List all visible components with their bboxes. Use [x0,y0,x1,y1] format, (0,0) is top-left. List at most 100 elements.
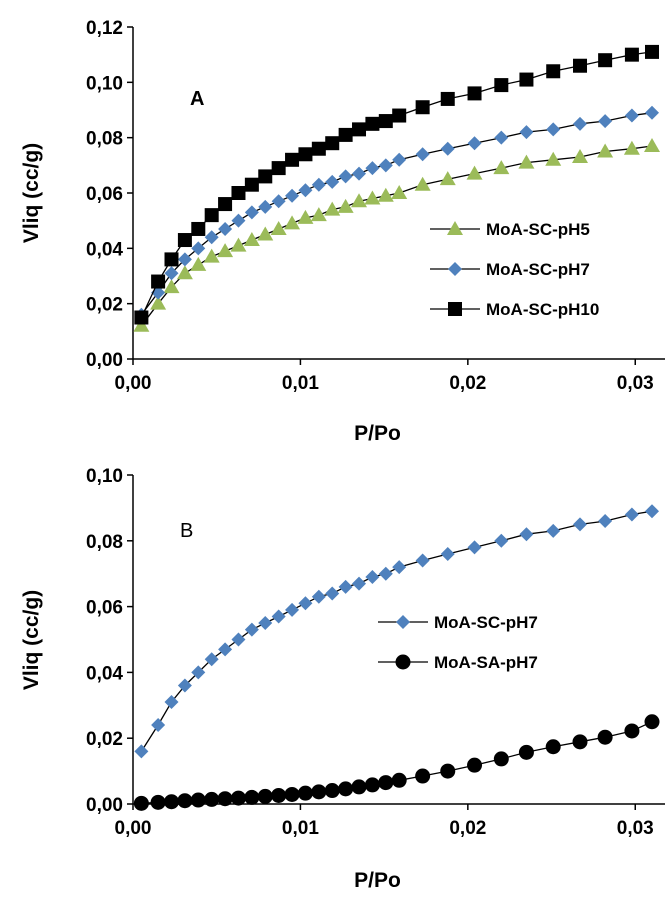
x-tick-label: 0,02 [449,373,486,394]
panel-label: A [190,88,204,110]
data-point-diamond [440,141,455,156]
data-point-triangle [391,185,408,199]
data-point-square [392,108,407,123]
data-point-triangle [176,265,193,280]
legend-entry: MoA-SC-pH10 [430,300,599,319]
x-axis-title: P/Po [354,869,401,892]
data-point-square [378,114,393,129]
x-tick-label: 0,00 [115,373,152,394]
data-point-circle [572,734,588,750]
y-tick-label: 0,04 [86,239,123,260]
data-point-square [598,53,613,68]
data-point-triangle [133,317,150,332]
data-point-diamond [338,579,353,594]
data-point-diamond [440,546,455,561]
data-point-square [440,91,455,106]
data-point-diamond [285,602,300,617]
data-point-square [231,186,246,200]
y-tick-label: 0,06 [86,184,123,205]
x-tick-label: 0,03 [617,373,654,394]
data-point-triangle [545,151,562,166]
data-point-diamond [645,504,659,519]
data-point-diamond [164,266,179,281]
x-tick-label: 0,00 [115,818,152,839]
data-point-circle [624,723,640,739]
series-line [140,510,653,752]
y-tick-label: 0,10 [86,466,123,487]
data-point-square [624,47,639,62]
series-moa-sc-ph5 [133,137,660,332]
data-point-square [191,221,206,236]
data-point-triangle [493,160,510,175]
data-point-triangle [466,165,483,180]
x-axis-title: P/Po [354,422,401,445]
data-point-square [244,177,259,192]
data-point-circle [518,744,534,760]
data-point-diamond [244,622,259,637]
y-tick-label: 0,10 [86,73,123,94]
data-point-triangle [190,256,207,271]
data-point-triangle [297,209,314,224]
legend-marker-circle [395,654,411,670]
data-point-diamond [177,252,192,267]
data-point-square [365,116,380,131]
data-point-diamond [338,169,353,184]
data-point-diamond [204,230,219,245]
data-point-diamond [378,566,393,581]
data-point-circle [284,786,300,802]
series-line [141,721,653,804]
data-point-circle [133,795,149,811]
legend-marker-square [448,302,462,316]
data-point-diamond [271,194,286,209]
data-point-square [271,161,286,176]
data-point-circle [217,791,233,807]
data-point-circle [493,751,509,767]
data-point-diamond [325,174,340,189]
data-point-circle [597,729,613,745]
data-point-square [311,141,326,156]
data-point-diamond [467,136,482,151]
series-moa-sc-ph10 [134,44,659,325]
chart-panel-b: 0,00 0,02 0,04 0,06 0,08 0,10 0,00 0,01 0,02 0,03… [20,466,665,892]
y-axis-title: Vliq (cc/g) [20,143,43,243]
y-tick-label: 0,08 [86,129,123,150]
data-point-diamond [546,122,561,137]
data-point-circle [440,763,456,779]
data-point-diamond [598,514,613,529]
data-point-diamond [573,517,588,532]
data-point-triangle [217,243,234,258]
data-point-circle [230,790,246,806]
data-point-circle [204,791,220,807]
data-point-diamond [258,199,273,214]
data-point-square [285,152,300,167]
data-point-diamond [352,166,367,181]
data-point-diamond [311,177,326,192]
data-point-triangle [337,198,354,213]
data-point-diamond [494,533,509,548]
data-point-diamond [392,560,407,575]
data-point-square [134,310,149,325]
data-point-circle [177,793,193,809]
data-point-diamond [244,205,259,220]
data-point-diamond [218,642,233,657]
data-point-circle [324,783,340,799]
data-point-circle [391,772,407,788]
data-point-diamond [164,695,179,710]
data-point-diamond [365,161,380,176]
data-point-diamond [378,158,393,173]
legend-label: MoA-SC-pH5 [486,220,590,239]
data-point-triangle [270,220,287,235]
data-point-diamond [177,678,192,693]
data-point-triangle [377,187,394,202]
data-point-diamond [325,586,340,601]
data-point-square [546,64,561,79]
data-point-circle [644,714,660,730]
data-point-circle [364,777,380,793]
data-point-diamond [258,616,273,631]
data-point-square [352,122,367,137]
data-point-diamond [231,632,246,647]
data-point-diamond [191,665,206,680]
y-tick-label: 0,06 [86,598,123,619]
legend-entry: MoA-SA-pH7 [378,653,538,672]
data-point-square [415,100,430,115]
